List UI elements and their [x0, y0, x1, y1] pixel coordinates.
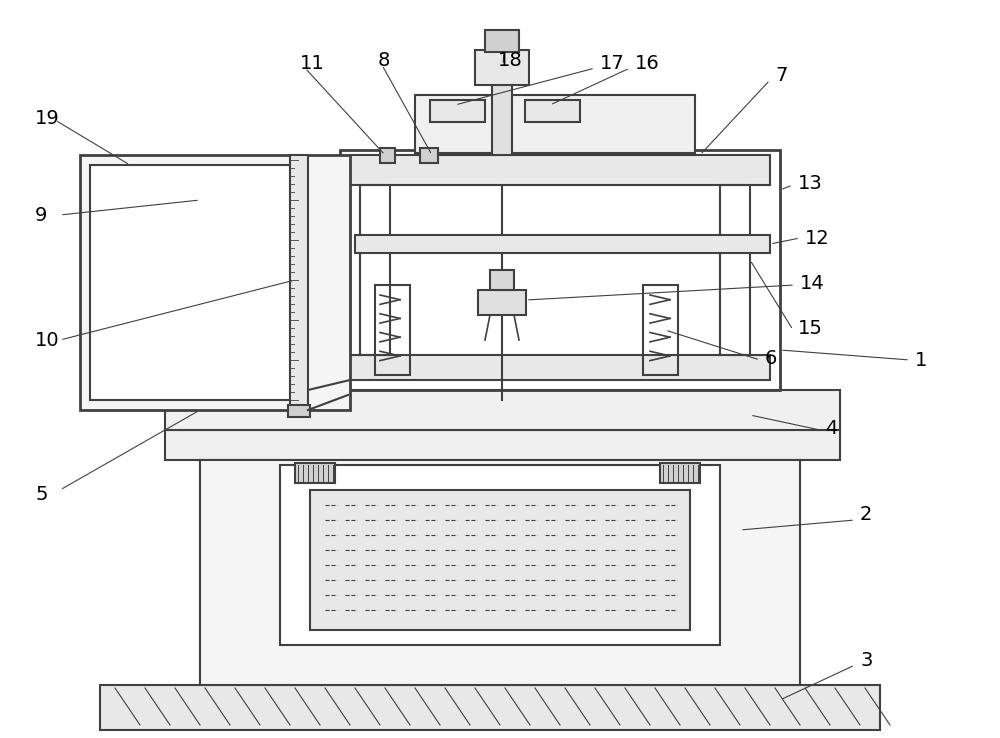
Text: 16: 16	[635, 53, 660, 72]
Text: 5: 5	[35, 486, 48, 505]
Bar	[200, 460, 800, 685]
Text: 3: 3	[860, 650, 872, 669]
Bar	[288, 405, 310, 417]
Bar	[100, 685, 880, 730]
Bar	[485, 30, 519, 52]
Bar	[90, 165, 290, 400]
Bar	[280, 465, 720, 645]
Text: 10: 10	[35, 331, 60, 350]
Text: 15: 15	[798, 319, 823, 337]
Text: 11: 11	[300, 53, 325, 72]
Bar	[165, 430, 840, 460]
Bar	[355, 235, 770, 253]
Text: 1: 1	[915, 351, 927, 370]
Bar	[420, 148, 438, 163]
Bar	[350, 155, 770, 185]
Text: 14: 14	[800, 274, 825, 292]
Bar	[360, 185, 390, 355]
Bar	[380, 148, 395, 163]
Text: 19: 19	[35, 108, 60, 128]
Bar	[340, 150, 780, 390]
Bar	[492, 55, 512, 155]
Bar	[415, 95, 695, 153]
Bar	[643, 285, 678, 375]
Text: 9: 9	[35, 205, 47, 224]
Text: 6: 6	[765, 348, 777, 368]
Bar	[720, 185, 750, 355]
Bar	[290, 155, 308, 410]
Bar	[475, 50, 529, 85]
Bar	[490, 270, 514, 290]
Text: 17: 17	[600, 53, 625, 72]
Bar	[660, 463, 700, 483]
Bar	[295, 463, 335, 483]
Text: 13: 13	[798, 173, 823, 193]
Bar	[478, 290, 526, 315]
Bar	[375, 285, 410, 375]
Text: 2: 2	[860, 506, 872, 525]
Bar	[430, 100, 485, 122]
Bar	[525, 100, 580, 122]
Text: 4: 4	[825, 418, 837, 438]
Bar	[165, 390, 840, 430]
Bar	[350, 355, 770, 380]
Bar	[310, 490, 690, 630]
Text: 18: 18	[498, 50, 523, 69]
Text: 12: 12	[805, 229, 830, 247]
Text: 7: 7	[775, 66, 787, 84]
Bar	[80, 155, 350, 410]
Text: 8: 8	[378, 50, 390, 69]
